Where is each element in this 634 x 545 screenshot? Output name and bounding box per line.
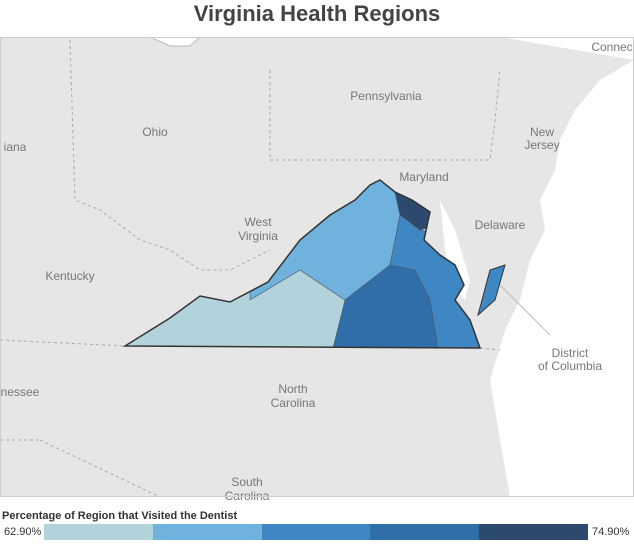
legend-step [370,524,479,540]
map-label: District [552,346,589,360]
legend-step [44,524,153,540]
map-label: of Columbia [538,359,602,373]
border [269,69,501,161]
border [69,39,271,271]
legend-max: 74.90% [592,526,630,538]
map-label: Ohio [142,125,168,139]
border [0,339,501,498]
map-label: West [244,215,272,229]
ocean [490,37,634,497]
map-label: Delaware [475,218,526,232]
map-label: South [231,475,262,489]
eastern-shore [477,264,506,317]
legend-title: Percentage of Region that Visited the De… [2,510,237,522]
map-label: Virginia [238,229,278,243]
legend-min: 62.90% [4,526,42,538]
map-label: iana [4,140,27,154]
map-label: Jersey [524,138,559,152]
map: Pennsylvania Ohio West Virginia Kentucky… [0,36,634,503]
map-label: Carolina [271,396,316,410]
legend-step [479,524,588,540]
map-label: Connec [591,40,632,54]
legend-step [262,524,370,540]
callout [499,284,551,336]
legend: Percentage of Region that Visited the De… [2,510,630,540]
title: Virginia Health Regions [194,1,441,26]
map-label: Pennsylvania [350,89,422,103]
legend-step [153,524,262,540]
map-label: North [278,382,307,396]
lake [149,36,201,47]
bay [440,200,470,300]
map-label: New [530,125,554,139]
map-label: nessee [1,385,40,399]
map-label: Maryland [399,170,448,184]
map-label: Kentucky [45,269,94,283]
